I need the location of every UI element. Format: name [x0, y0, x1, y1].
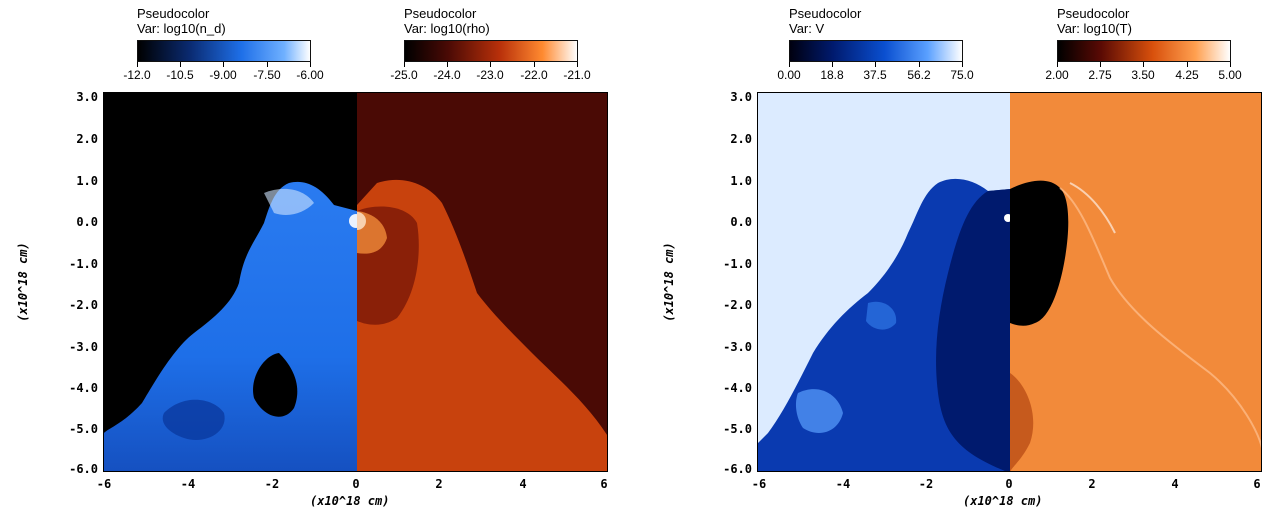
- right-x-tick: -2: [918, 477, 934, 491]
- legend-temp-ticks: 2.00 2.75 3.50 4.25 5.00: [1045, 62, 1242, 86]
- left-y-tick: -5.0: [69, 422, 98, 436]
- density-plume: [104, 181, 363, 471]
- rho-plume: [348, 179, 607, 471]
- right-y-tick: -2.0: [723, 298, 752, 312]
- legend-velocity-colorbar: [789, 40, 963, 62]
- velocity-plume: [758, 178, 1012, 471]
- left-x-tick: 2: [435, 477, 443, 491]
- legend-rho-tick: -22.0: [520, 68, 548, 82]
- legend-density-colorbar: [137, 40, 311, 62]
- right-y-tick: 2.0: [730, 132, 752, 146]
- left-y-tick: -6.0: [69, 462, 98, 476]
- right-y-tick: -1.0: [723, 257, 752, 271]
- left-y-tick: 0.0: [76, 215, 98, 229]
- right-x-tick: 2: [1088, 477, 1096, 491]
- left-x-tick: 0: [352, 477, 360, 491]
- legend-temp-tick: 2.75: [1088, 68, 1112, 82]
- right-x-tick: -4: [835, 477, 851, 491]
- left-x-tick: 6: [600, 477, 608, 491]
- legend-temp-colorbar: [1057, 40, 1231, 62]
- right-y-tick: -6.0: [723, 462, 752, 476]
- right-y-unit: (x10^18 cm): [662, 242, 676, 322]
- legend-temp-tick: 3.50: [1131, 68, 1155, 82]
- temp-plume: [1010, 180, 1261, 471]
- right-x-tick: 6: [1253, 477, 1261, 491]
- left-x-unit: (x10^18 cm): [310, 494, 390, 508]
- legend-temp-var: Var: log10(T): [1057, 21, 1132, 36]
- left-x-tick: -6: [96, 477, 112, 491]
- right-x-tick: 4: [1171, 477, 1179, 491]
- right-y-tick: -3.0: [723, 340, 752, 354]
- legend-velocity-tick: 37.5: [863, 68, 887, 82]
- legend-density-var: Var: log10(n_d): [137, 21, 226, 36]
- legend-temp-tick: 4.25: [1175, 68, 1199, 82]
- legend-density-tick: -10.5: [166, 68, 194, 82]
- left-y-unit: (x10^18 cm): [16, 242, 30, 322]
- legend-velocity-tick: 75.0: [950, 68, 974, 82]
- left-y-tick: -2.0: [69, 298, 98, 312]
- right-x-unit: (x10^18 cm): [963, 494, 1043, 508]
- legend-rho-title: Pseudocolor: [404, 6, 477, 21]
- left-y-tick: -3.0: [69, 340, 98, 354]
- legend-density-title: Pseudocolor: [137, 6, 210, 21]
- legend-temp-tick: 5.00: [1218, 68, 1242, 82]
- legend-velocity-tick: 56.2: [907, 68, 931, 82]
- right-x-tick: -6: [751, 477, 767, 491]
- left-x-tick: -2: [264, 477, 280, 491]
- left-plot-image: [103, 92, 608, 472]
- legend-velocity-var: Var: V: [789, 21, 825, 36]
- legend-velocity-tick: 18.8: [820, 68, 844, 82]
- legend-density-tick: -7.50: [253, 68, 281, 82]
- right-y-tick: -4.0: [723, 381, 752, 395]
- legend-velocity-tick: 0.00: [777, 68, 801, 82]
- left-y-tick: 2.0: [76, 132, 98, 146]
- legend-velocity-title: Pseudocolor: [789, 6, 862, 21]
- left-y-tick: -1.0: [69, 257, 98, 271]
- legend-density-tick: -6.00: [296, 68, 324, 82]
- left-x-tick: -4: [180, 477, 196, 491]
- density-half: [104, 93, 363, 471]
- legend-rho-tick: -24.0: [433, 68, 461, 82]
- legend-velocity-ticks: 0.00 18.8 37.5 56.2 75.0: [777, 62, 974, 86]
- legend-density-tick: -12.0: [123, 68, 151, 82]
- right-y-tick: 3.0: [730, 90, 752, 104]
- velocity-half: [758, 93, 1012, 471]
- legend-rho-tick: -25.0: [390, 68, 418, 82]
- legend-rho-tick: -21.0: [563, 68, 591, 82]
- left-x-tick: 4: [519, 477, 527, 491]
- legend-temp-tick: 2.00: [1045, 68, 1069, 82]
- right-y-tick: -5.0: [723, 422, 752, 436]
- left-y-tick: -4.0: [69, 381, 98, 395]
- legend-rho-ticks: -25.0 -24.0 -23.0 -22.0 -21.0: [390, 62, 591, 86]
- rho-half: [348, 93, 607, 471]
- legend-density-tick: -9.00: [209, 68, 237, 82]
- right-plot-image: [757, 92, 1262, 472]
- legend-temp-title: Pseudocolor: [1057, 6, 1130, 21]
- legend-density-ticks: -12.0 -10.5 -9.00 -7.50 -6.00: [123, 62, 324, 86]
- right-y-tick: 1.0: [730, 174, 752, 188]
- left-y-tick: 3.0: [76, 90, 98, 104]
- right-y-tick: 0.0: [730, 215, 752, 229]
- temp-half: [1010, 93, 1261, 471]
- legend-rho-colorbar: [404, 40, 578, 62]
- legend-rho-var: Var: log10(rho): [404, 21, 490, 36]
- left-y-tick: 1.0: [76, 174, 98, 188]
- right-x-tick: 0: [1005, 477, 1013, 491]
- legend-rho-tick: -23.0: [476, 68, 504, 82]
